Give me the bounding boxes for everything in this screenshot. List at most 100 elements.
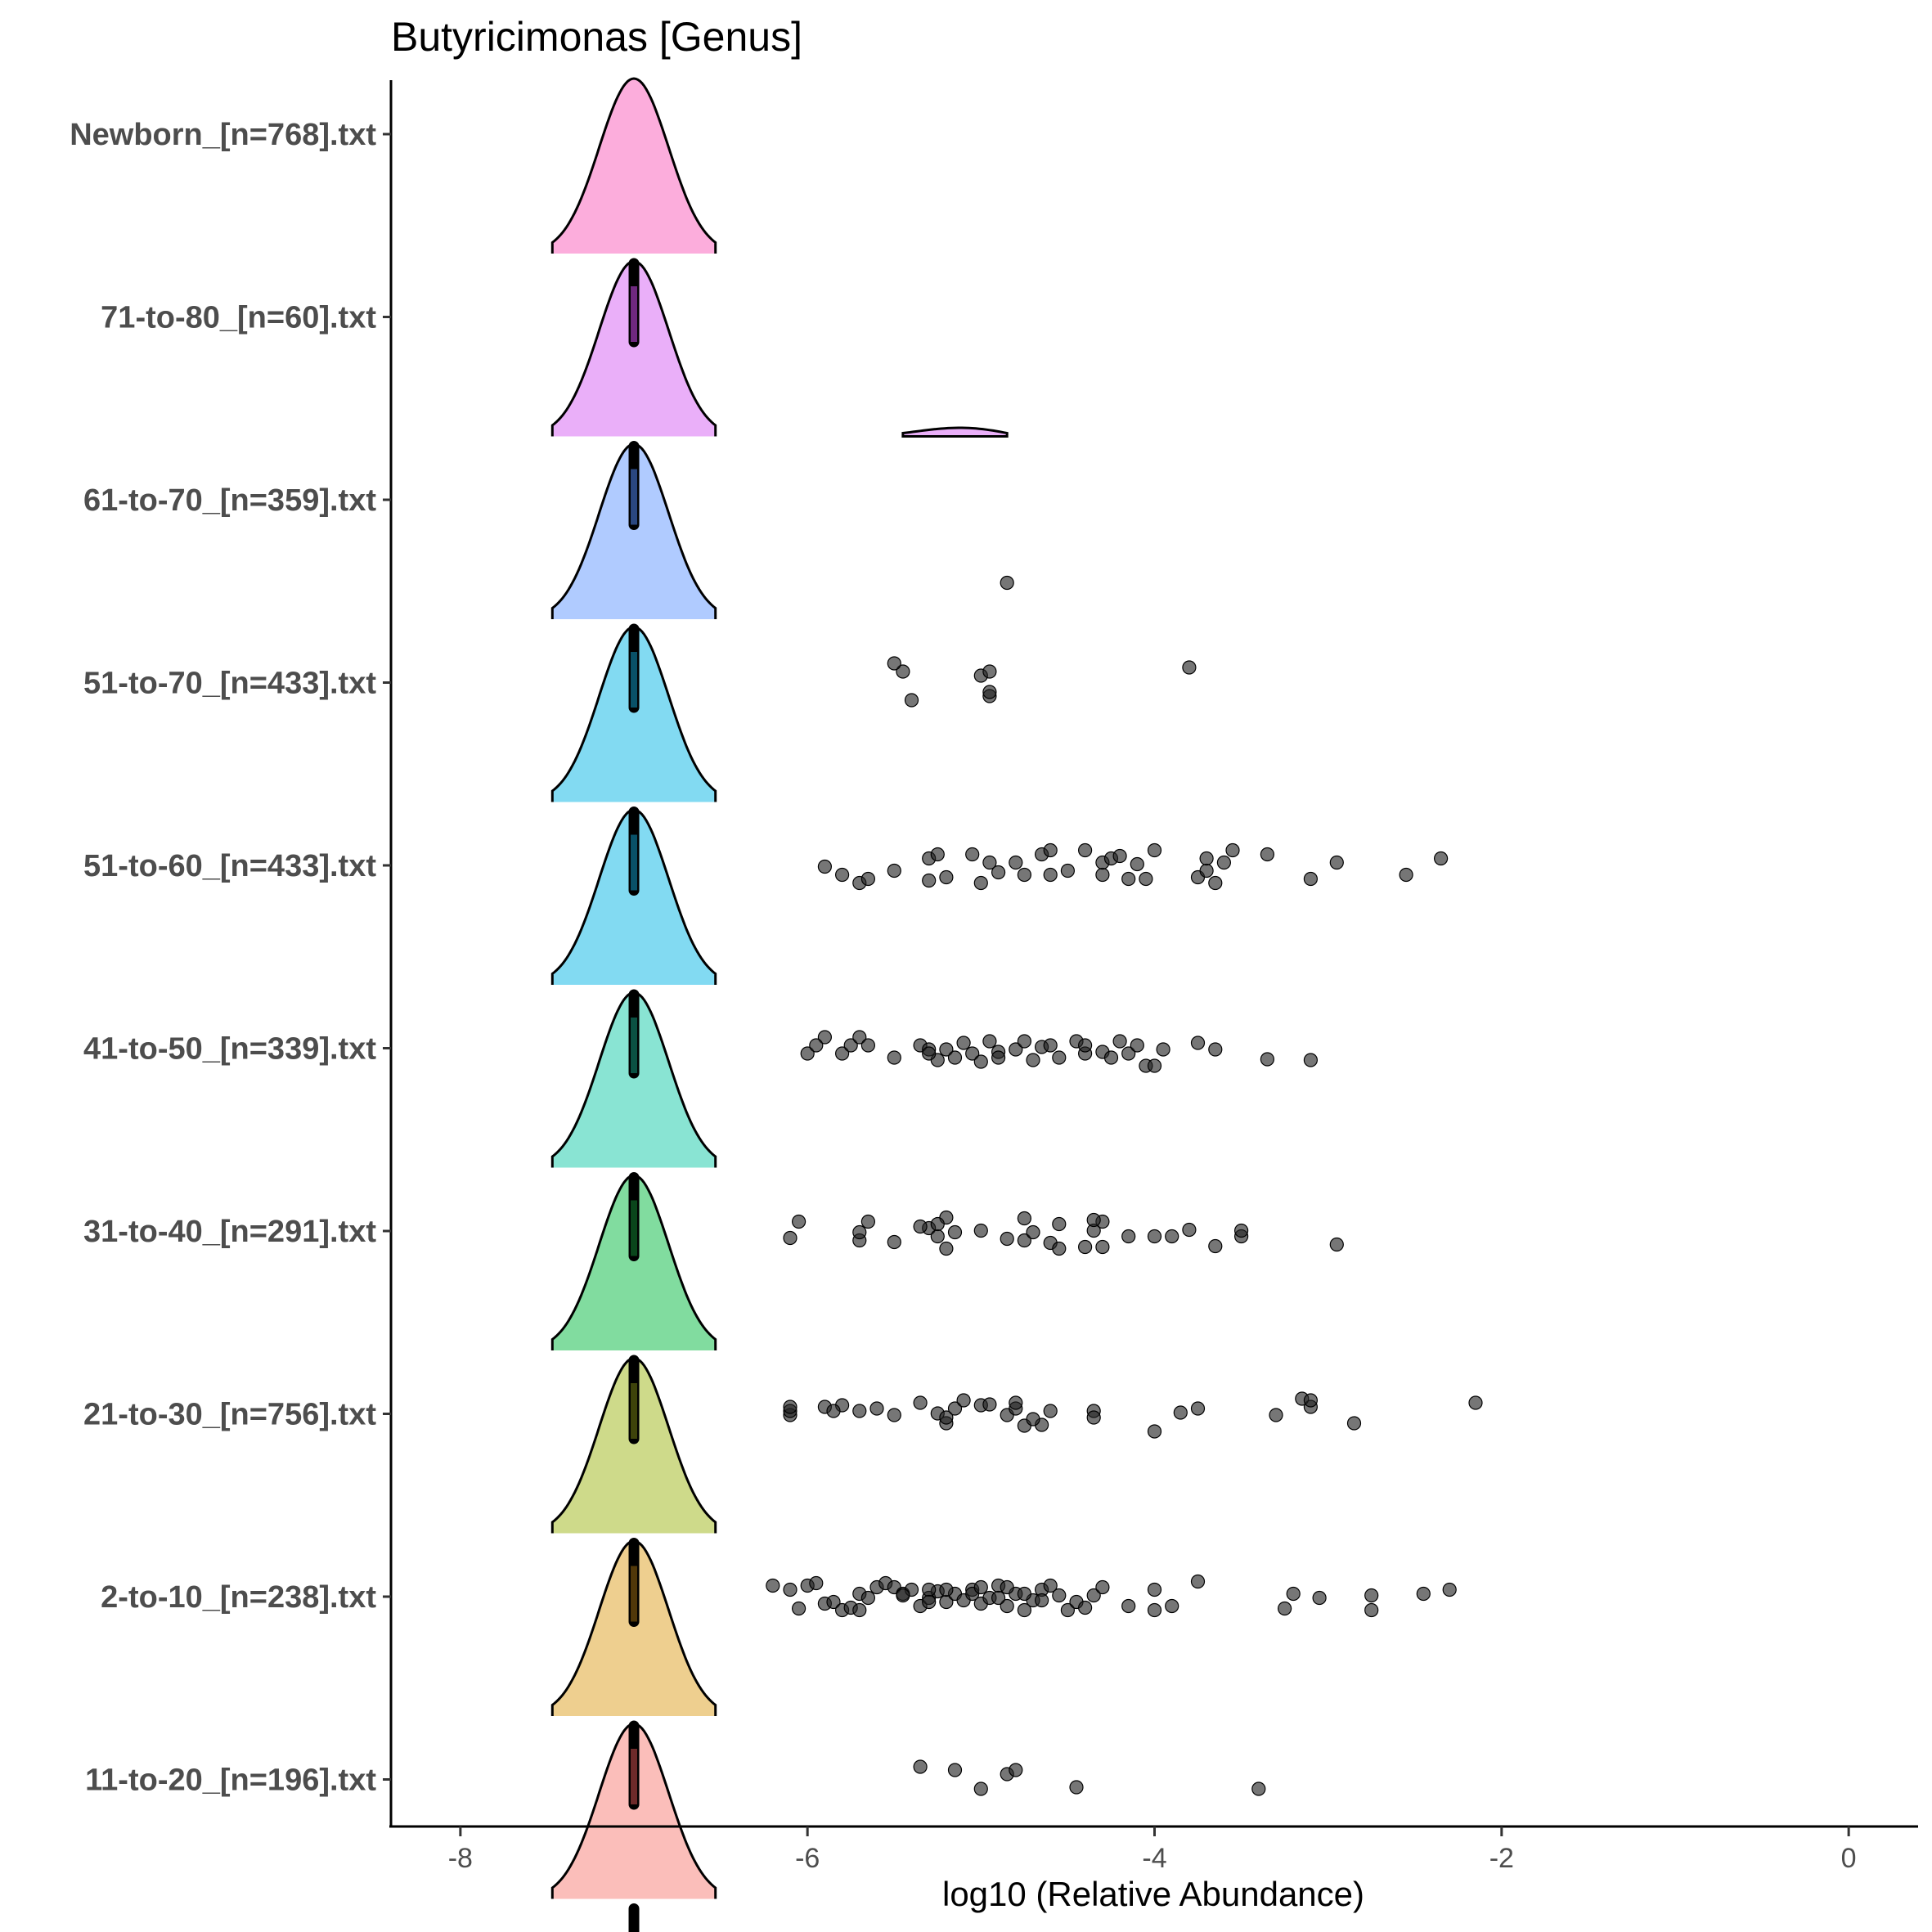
data-point — [1112, 848, 1127, 864]
data-point — [1147, 1058, 1162, 1073]
data-point — [1086, 1588, 1101, 1603]
data-point — [1165, 1598, 1179, 1614]
data-point — [766, 1578, 780, 1593]
data-point — [956, 1393, 971, 1408]
x-tick-label: -8 — [448, 1843, 473, 1874]
data-point — [1346, 1416, 1362, 1431]
data-point — [1121, 1229, 1136, 1244]
data-point — [982, 685, 997, 699]
data-point — [904, 693, 919, 708]
data-point — [1147, 1424, 1162, 1439]
data-point — [1468, 1395, 1483, 1410]
data-point — [982, 855, 997, 870]
data-point — [922, 1582, 937, 1597]
data-point — [1442, 1582, 1457, 1597]
data-point — [826, 1594, 841, 1610]
data-point — [1199, 851, 1214, 866]
data-point — [1009, 1395, 1023, 1410]
data-point — [991, 865, 1006, 880]
data-point — [852, 1224, 867, 1240]
x-axis-label: log10 (Relative Abundance) — [942, 1875, 1364, 1913]
data-point — [1190, 1401, 1206, 1416]
data-point — [896, 1588, 910, 1603]
data-point — [1130, 1038, 1144, 1053]
data-point — [939, 1241, 954, 1256]
x-axis: -8 -6 -4 -2 0 — [448, 1826, 1857, 1874]
data-point — [965, 1046, 980, 1061]
data-point — [887, 1050, 901, 1065]
data-point — [1208, 1042, 1223, 1057]
data-point — [852, 1030, 867, 1045]
data-point — [1112, 1034, 1127, 1049]
data-point — [1043, 842, 1058, 858]
data-point — [843, 1038, 858, 1053]
data-point — [1103, 1050, 1119, 1065]
data-point — [913, 1759, 928, 1774]
data-point — [939, 869, 954, 885]
data-point — [1277, 1601, 1292, 1616]
data-point — [1095, 1579, 1110, 1595]
data-point — [1260, 847, 1275, 862]
data-point — [956, 1036, 971, 1050]
density-fill — [552, 1175, 716, 1350]
data-point — [869, 1401, 884, 1416]
data-point — [1043, 867, 1058, 883]
data-point — [1121, 1046, 1136, 1061]
data-point — [1017, 1602, 1032, 1618]
data-point — [896, 664, 910, 679]
chart-title: Butyricimonas [Genus] — [391, 14, 802, 60]
data-point — [1147, 1582, 1162, 1597]
data-point — [1052, 1216, 1067, 1232]
data-point — [809, 1575, 824, 1591]
data-point — [817, 1030, 833, 1045]
x-tick-label: -4 — [1142, 1843, 1166, 1874]
data-point — [973, 1579, 988, 1595]
data-point — [1077, 1038, 1093, 1053]
data-point — [1121, 1598, 1136, 1614]
data-point — [991, 1590, 1006, 1606]
density-fill — [552, 992, 716, 1168]
density-fill — [552, 79, 716, 254]
y-tick-label: 41-to-50_[n=339].txt — [83, 1032, 376, 1067]
y-tick-label: 21-to-30_[n=756].txt — [83, 1398, 376, 1432]
data-point — [1364, 1588, 1379, 1603]
data-point — [1190, 1574, 1206, 1589]
data-point — [1017, 867, 1032, 883]
y-tick-label: 51-to-70_[n=433].txt — [83, 667, 376, 701]
data-point — [1182, 660, 1197, 675]
data-point — [791, 1601, 806, 1616]
data-point — [860, 1590, 876, 1606]
data-point — [1052, 1588, 1067, 1603]
data-point — [913, 1395, 928, 1410]
data-point — [982, 1034, 997, 1049]
data-point — [1364, 1602, 1379, 1618]
data-point — [1130, 856, 1144, 872]
data-point — [1165, 1229, 1179, 1244]
data-point — [1000, 575, 1014, 591]
data-point — [783, 1230, 798, 1246]
data-point — [817, 859, 833, 874]
data-point — [1251, 1781, 1266, 1796]
data-point — [1043, 1578, 1058, 1593]
data-point — [922, 873, 937, 888]
secondary-density — [901, 426, 1009, 438]
data-point — [1000, 1231, 1014, 1247]
y-tick-label: 2-to-10_[n=238].txt — [101, 1580, 376, 1615]
data-point — [947, 1763, 963, 1777]
x-tick-label: 0 — [1841, 1843, 1857, 1874]
data-point — [860, 1214, 876, 1229]
data-point — [1260, 1052, 1275, 1067]
data-point — [982, 664, 997, 679]
data-point — [1017, 1233, 1032, 1248]
data-point — [1000, 1579, 1014, 1595]
data-point — [1026, 1053, 1040, 1067]
data-point — [1269, 1408, 1283, 1422]
data-point — [1009, 1763, 1023, 1777]
data-point — [1190, 1036, 1206, 1050]
data-point — [809, 1038, 824, 1053]
y-tick-label: 31-to-40_[n=291].txt — [83, 1215, 376, 1249]
data-point — [1000, 1598, 1014, 1614]
density-fill — [552, 1723, 716, 1899]
data-point — [1329, 1237, 1344, 1252]
data-point — [887, 656, 901, 671]
